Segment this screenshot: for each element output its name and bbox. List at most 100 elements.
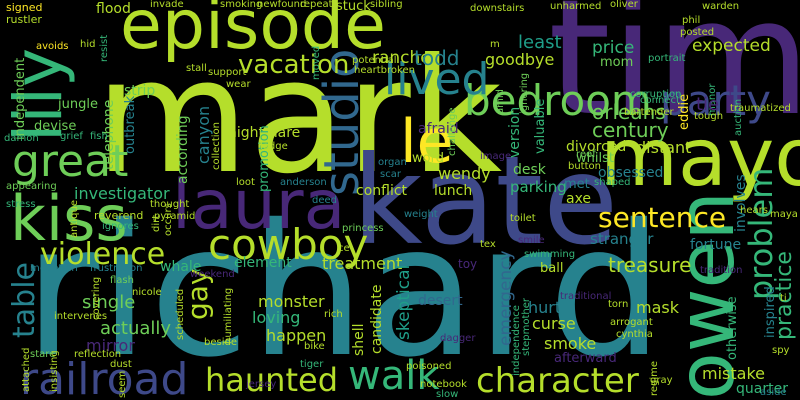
word-railroad: railroad [20, 354, 189, 400]
word-bike: bike [304, 341, 325, 352]
word-happen: happen [266, 326, 327, 345]
word-gray: gray [650, 375, 673, 386]
word-maya: maya [770, 209, 798, 220]
word-element: element [234, 255, 292, 271]
word-strip: strip [124, 83, 156, 99]
word-bartender: bartender [624, 107, 674, 118]
word-fortune: fortune [690, 237, 742, 253]
word-dust: dust [110, 359, 132, 370]
word-lodge: lodge [260, 141, 288, 152]
word-avoids: avoids [36, 41, 69, 52]
word-ce: ce [338, 243, 350, 254]
word-torn: torn [608, 299, 629, 310]
word-jersey: jersey [246, 379, 277, 390]
word-intervenes: intervenes [54, 311, 108, 322]
word-nightmare: nightmare [228, 125, 301, 141]
word-price: price [592, 38, 635, 58]
word-otherwise: otherwise [725, 296, 740, 360]
word-treasure: treasure [608, 253, 692, 277]
word-frustration: frustration [90, 263, 143, 274]
word-connect: connect [640, 95, 680, 106]
word-notebook: notebook [420, 379, 467, 390]
word-independent: independent [13, 57, 28, 140]
word-tradition: tradition [700, 265, 743, 276]
word-afterward: afterward [554, 351, 617, 366]
word-rustler: rustler [6, 13, 42, 26]
word-unharmed: unharmed [550, 1, 602, 12]
word-curse: curse [532, 314, 576, 333]
word-richard: richard [24, 185, 664, 397]
word-haunted: haunted [205, 361, 338, 399]
word-hid: hid [80, 39, 96, 50]
word-mistake: mistake [702, 364, 765, 383]
word-rancher: rancher [372, 48, 438, 68]
word-treatment: treatment [322, 254, 403, 273]
word-reflection: reflection [74, 349, 122, 360]
word-collection: collection [211, 122, 222, 170]
word-sentence: sentence [598, 201, 727, 234]
word-ignores: ignores [102, 221, 139, 232]
word-hears: hears [740, 205, 768, 216]
word-kate: kate [352, 130, 619, 272]
word-warden: warden [702, 1, 740, 12]
word-traditional: traditional [560, 291, 612, 302]
word-expected: expected [692, 36, 771, 56]
word-goodbye: goodbye [485, 50, 555, 69]
word-mark: mark [95, 25, 503, 209]
word-flash: flash [110, 275, 134, 286]
word-spy: spy [772, 345, 790, 356]
word-tim: tim [548, 0, 800, 151]
word-word: word [412, 151, 444, 166]
word-poisoned: poisoned [406, 361, 452, 372]
word-insisting: insisting [49, 350, 60, 392]
word-heartbroken: heartbroken [354, 65, 415, 76]
word-flood: flood [96, 1, 131, 17]
word-according: according [175, 115, 191, 184]
word-whale: whale [160, 259, 202, 275]
word-stuck: stuck [336, 0, 371, 14]
word-smile: smile [518, 235, 545, 246]
word-beside: beside [204, 337, 237, 348]
word-le: le [400, 107, 454, 177]
word-conflict: conflict [356, 183, 408, 199]
word-princess: princess [342, 223, 384, 234]
word-pyramid: pyramid [154, 211, 196, 222]
word-monster: monster [258, 292, 325, 311]
word-nicole: nicole [132, 287, 162, 298]
word-single: single [82, 292, 136, 313]
word-scar: scar [380, 169, 401, 180]
word-involves: involves [733, 174, 749, 232]
word-dirt: dirt [151, 214, 162, 232]
word-obsessed: obsessed [598, 165, 664, 181]
word-episode: episode [120, 0, 386, 65]
word-attached: attached [21, 347, 32, 392]
word-stall: stall [186, 63, 207, 74]
word-damon: damon [4, 133, 39, 144]
word-vacation: vacation [238, 50, 350, 80]
word-m: m [490, 39, 500, 50]
word-mountain: mountain [30, 263, 78, 274]
word-dagger: dagger [440, 333, 476, 344]
word-character: character [476, 361, 639, 400]
word-stepmother: stepmother [521, 297, 532, 356]
word-afraid: afraid [418, 121, 459, 137]
word-promotion: promotion [257, 125, 272, 192]
word-weight: weight [404, 209, 438, 220]
word-quarter: quarter [736, 381, 788, 397]
word-lunch: lunch [434, 183, 473, 199]
word-stare: stare [30, 349, 56, 360]
word-great: great [12, 136, 129, 187]
word-rich: rich [324, 309, 343, 320]
word-loot: loot [236, 177, 255, 188]
word-tough: tough [694, 111, 724, 122]
word-image: image [480, 151, 512, 162]
word-downstairs: downstairs [470, 3, 525, 14]
word-hurt: hurt [528, 298, 562, 317]
word-phil: phil [682, 15, 701, 26]
word-toy: toy [458, 257, 478, 271]
word-smoke: smoke [544, 334, 597, 353]
word-anderson: anderson [280, 177, 327, 188]
word-invade: invade [150, 0, 184, 10]
word-eddie: eddie [677, 93, 692, 130]
word-jungle: jungle [58, 97, 98, 112]
